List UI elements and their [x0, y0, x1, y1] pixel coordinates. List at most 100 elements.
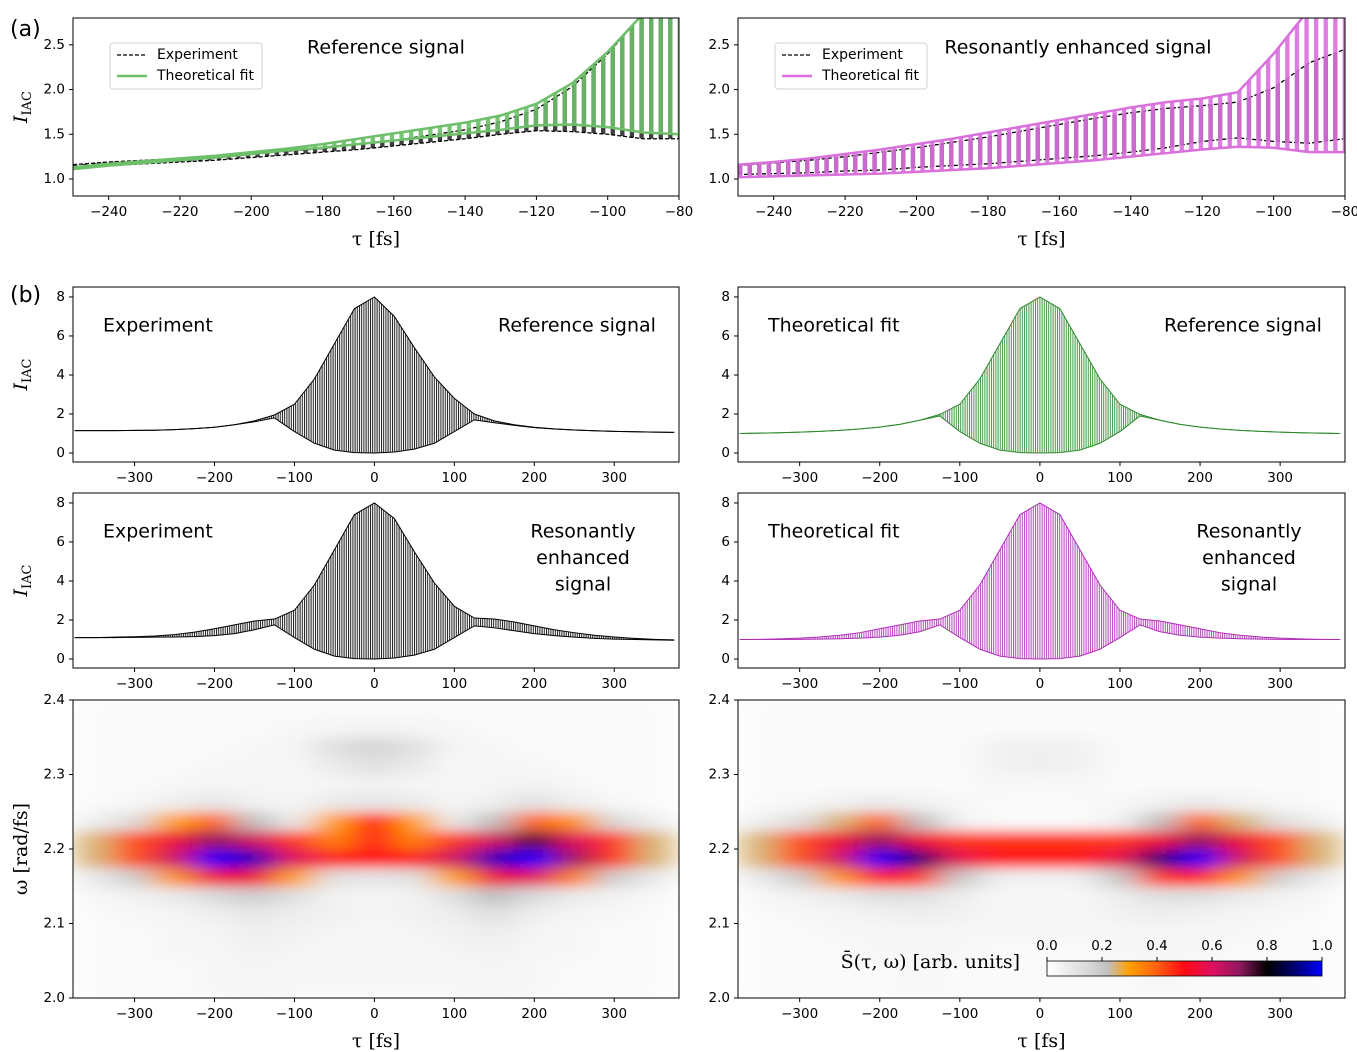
heat-cell: [313, 960, 355, 980]
heat-cell: [313, 736, 355, 757]
colorbar-tick-label: 1.0: [1311, 938, 1332, 954]
heat-cell: [1019, 904, 1061, 924]
heat-cell: [739, 718, 781, 738]
heat-cell: [1219, 829, 1261, 850]
heat-cell: [1059, 941, 1101, 962]
x-tick-label: −200: [861, 1006, 898, 1022]
heat-cell: [1299, 978, 1341, 998]
y-tick-label: 2.2: [44, 841, 65, 857]
heat-cell: [553, 774, 595, 794]
heat-cell: [1059, 867, 1101, 887]
heat-cell: [633, 811, 675, 831]
x-tick-label: −200: [196, 1006, 233, 1022]
heat-cell: [1219, 718, 1261, 738]
heat-cell: [593, 792, 635, 813]
heat-cell: [473, 736, 515, 757]
heat-cell: [819, 792, 861, 813]
heat-cell: [1139, 774, 1181, 794]
heat-cell: [1179, 923, 1221, 943]
y-tick-label: 8: [721, 495, 730, 511]
heat-cell: [473, 755, 515, 775]
heat-cell: [1179, 811, 1221, 831]
heat-cell: [1099, 885, 1141, 906]
heat-cell: [939, 718, 981, 738]
annotation: Reference signal: [498, 315, 656, 337]
heat-cell: [593, 867, 635, 887]
heat-cell: [1219, 755, 1261, 775]
heat-cell: [1179, 736, 1221, 757]
heat-cell: [353, 829, 395, 850]
heat-cell: [233, 736, 275, 757]
heat-cell: [154, 755, 196, 775]
annotation: signal: [1221, 574, 1277, 596]
heat-cell: [859, 718, 901, 738]
heat-cell: [739, 941, 781, 962]
heat-cell: [859, 736, 901, 757]
heat-cell: [74, 829, 116, 850]
heat-cell: [1299, 923, 1341, 943]
heat-cell: [1299, 941, 1341, 962]
heat-cell: [899, 904, 941, 924]
heat-cell: [74, 792, 116, 813]
heat-cell: [154, 923, 196, 943]
x-axis-label: τ [fs]: [352, 228, 400, 250]
x-tick-label: 0: [1036, 1006, 1045, 1022]
x-tick-label: −160: [375, 204, 412, 220]
heat-cell: [899, 792, 941, 813]
heat-cell: [1059, 700, 1101, 720]
heat-cell: [513, 848, 555, 869]
heat-cell: [353, 904, 395, 924]
heat-cell: [1299, 829, 1341, 850]
heat-cell: [819, 736, 861, 757]
heat-cell: [1139, 755, 1181, 775]
x-tick-label: −200: [861, 470, 898, 486]
y-tick-label: 2: [721, 406, 730, 422]
x-tick-label: −140: [447, 204, 484, 220]
heat-cell: [633, 848, 675, 869]
heat-cell: [553, 829, 595, 850]
heat-cell: [194, 755, 235, 775]
heat-cell: [859, 978, 901, 998]
heat-cell: [553, 848, 595, 869]
heat-cell: [1219, 700, 1261, 720]
heat-cell: [194, 700, 235, 720]
y-tick-label: 4: [56, 573, 65, 589]
x-axis-label: τ [fs]: [1017, 228, 1065, 250]
heat-cell: [513, 792, 555, 813]
heat-cell: [553, 700, 595, 720]
x-tick-label: 100: [1107, 1006, 1133, 1022]
heat-cell: [739, 867, 781, 887]
heat-cell: [353, 811, 395, 831]
heat-cell: [779, 904, 821, 924]
heat-cell: [779, 960, 821, 980]
heat-cell: [194, 848, 235, 869]
legend-box: [109, 42, 263, 90]
heat-cell: [1059, 904, 1101, 924]
heat-cell: [74, 718, 116, 738]
fringe-area: [739, 502, 1341, 660]
heat-cell: [74, 904, 116, 924]
heat-cell: [779, 978, 821, 998]
heat-cell: [114, 718, 156, 738]
y-axis-label-main: I: [10, 115, 32, 124]
heat-cell: [1139, 904, 1181, 924]
heat-cell: [473, 923, 515, 943]
heat-cell: [779, 923, 821, 943]
heat-cell: [939, 736, 981, 757]
heat-cell: [114, 941, 156, 962]
x-tick-label: 100: [441, 676, 467, 692]
heat-cell: [154, 885, 196, 906]
heat-cell: [859, 755, 901, 775]
heat-cell: [593, 960, 635, 980]
y-axis-label: IIAC: [10, 564, 35, 597]
heat-cell: [739, 978, 781, 998]
heat-cell: [859, 774, 901, 794]
annotation: Resonantly: [1196, 521, 1301, 543]
heat-cell: [513, 811, 555, 831]
x-tick-label: −100: [941, 470, 978, 486]
heat-cell: [1259, 867, 1301, 887]
y-tick-label: 2.4: [44, 692, 65, 708]
heat-cell: [553, 978, 595, 998]
heat-cell: [313, 904, 355, 924]
heat-cell: [819, 923, 861, 943]
